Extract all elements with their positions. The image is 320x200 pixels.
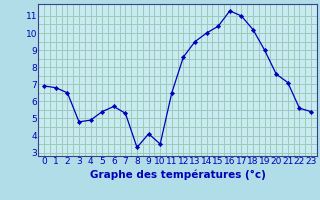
X-axis label: Graphe des températures (°c): Graphe des températures (°c)	[90, 169, 266, 180]
